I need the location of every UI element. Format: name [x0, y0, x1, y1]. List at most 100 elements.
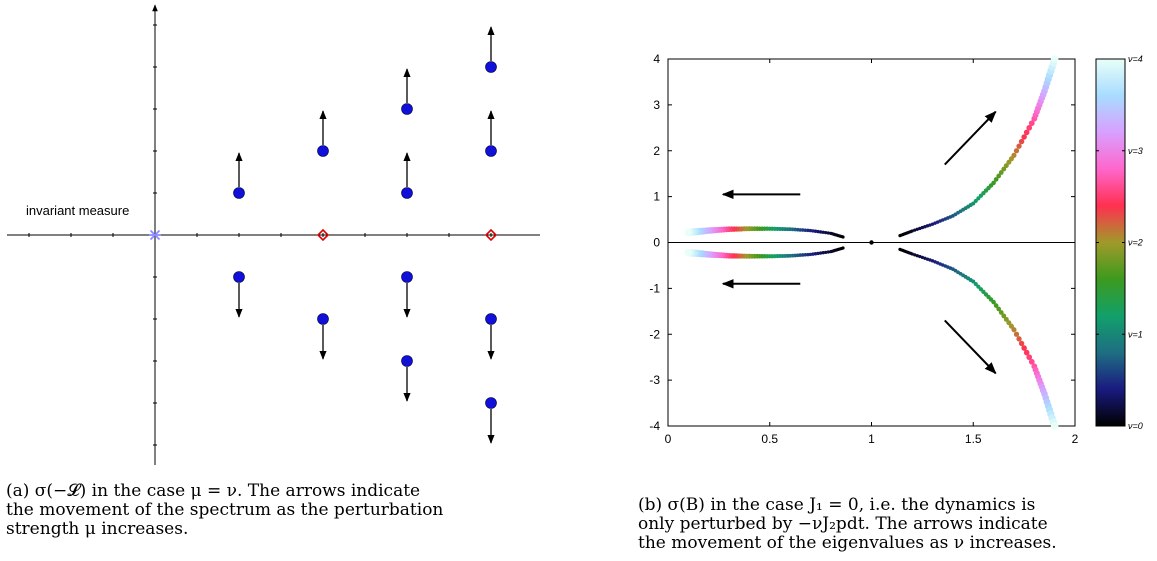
eigenvalue-dot [821, 230, 825, 234]
eigenvalue-dot [1021, 345, 1027, 351]
eigenvalue-point [485, 313, 497, 325]
eigenvalue-dot [811, 229, 815, 233]
invariant-measure-marker [149, 229, 161, 241]
movement-arrow [944, 319, 997, 375]
eigenvalue-dot [1013, 148, 1020, 154]
eigenvalue-dot [824, 250, 828, 255]
eigenvalue-dot [918, 226, 922, 231]
eigenvalue-dot [913, 253, 917, 257]
eigenvalue-dot [803, 252, 808, 257]
arrows-a [235, 26, 495, 444]
eigenvalue-dot [816, 251, 820, 256]
spectrum-plot-a: invariant measure [7, 4, 540, 465]
colorbar-tick-label: ν=0 [1128, 421, 1143, 431]
eigenvalue-dot [1050, 55, 1059, 63]
eigenvalue-dot [684, 248, 693, 257]
eigenvalue-dot [993, 177, 999, 182]
eigenvalue-dot [1013, 331, 1020, 337]
eigenvalue-dot [826, 250, 830, 254]
eigenvalue-dot [1016, 336, 1022, 342]
eigenvalue-dot [1006, 320, 1012, 326]
eigenvalue-dot [976, 284, 981, 289]
y-tick-label-b: -4 [649, 419, 660, 433]
asterisk-stroke [149, 229, 161, 241]
eigenvalue-dot [923, 256, 927, 260]
eigenvalue-branch [684, 246, 845, 259]
eigenvalue-dot [913, 228, 917, 232]
eigenvalue-dot [971, 201, 976, 206]
eigenvalue-dot [1021, 134, 1027, 140]
eigenvalue-dot [991, 180, 996, 186]
axes-a [7, 4, 540, 465]
eigenvalue-dot [991, 299, 996, 305]
caption-b: (b) σ(B) in the case J₁ = 0, i.e. the dy… [638, 495, 1057, 553]
y-tick-label-b: 3 [653, 98, 660, 112]
eigenvalue-dot [1006, 159, 1012, 165]
colorbar-tick-label: ν=2 [1128, 238, 1143, 248]
eigenvalue-point [401, 271, 413, 283]
eigenvalue-dot [806, 228, 810, 233]
real-eigenvalue-marker [316, 228, 330, 242]
eigenvalue-curves [684, 55, 1059, 430]
eigenvalue-dot [821, 251, 825, 255]
points-a [149, 61, 498, 409]
center-eigenvalue [869, 240, 874, 245]
eigenvalue-dot [1018, 138, 1025, 145]
eigenvalue-dot [915, 227, 919, 231]
eigenvalue-dot [1011, 327, 1017, 333]
eigenvalue-dot [1028, 358, 1035, 365]
eigenvalue-dot [1001, 313, 1007, 319]
eigenvalue-dot [910, 229, 914, 233]
eigenvalue-dot [920, 255, 925, 260]
y-tick-label-b: 0 [653, 236, 660, 250]
eigenvalue-point [401, 187, 413, 199]
x-tick-label-b: 1.5 [965, 432, 982, 446]
eigenvalue-point [401, 103, 413, 115]
eigenvalue-dot [826, 231, 830, 235]
eigenvalue-dot [923, 225, 927, 229]
invariant-measure-label: invariant measure [26, 203, 129, 218]
eigenvalue-point [317, 313, 329, 325]
eigenvalue-point [485, 61, 497, 73]
colorbar-tick-label: ν=4 [1128, 54, 1143, 64]
eigenvalue-dot [925, 257, 930, 261]
eigenvalue-dot [813, 252, 818, 256]
eigenvalue-dot [818, 251, 823, 255]
eigenvalue-dot [910, 252, 914, 256]
eigenvalue-dot [976, 196, 981, 201]
eigenvalue-dot [1018, 340, 1025, 347]
real-eigenvalue-marker [484, 228, 498, 242]
eigenvalue-branch [898, 247, 1059, 430]
eigenvalue-branch [898, 55, 1059, 238]
x-tick-label-b: 1 [868, 432, 875, 446]
y-tick-label-b: 1 [653, 190, 660, 204]
eigenvalue-dot [1003, 163, 1009, 169]
eigenvalue-dot [811, 252, 815, 256]
eigenvalue-plot-b: 0 0.5 1 1.5 2 -4 -3 -2 -1 0 1 2 3 4 ν=0 ν=1 ν=2 ν=3 ν=4 [649, 52, 1143, 446]
eigenvalue-dot [808, 228, 813, 233]
eigenvalue-dot [1026, 354, 1033, 361]
eigenvalue-dot [998, 170, 1004, 175]
eigenvalue-dot [824, 230, 828, 235]
eigenvalue-point [401, 355, 413, 367]
eigenvalue-dot [803, 228, 808, 233]
eigenvalue-dot [808, 252, 813, 257]
eigenvalue-dot [684, 228, 693, 237]
colorbar-gradient [1095, 58, 1126, 427]
eigenvalue-dot [1001, 166, 1007, 172]
eigenvalue-dot [1023, 349, 1030, 356]
eigenvalue-dot [1016, 143, 1022, 149]
eigenvalue-dot [829, 231, 833, 235]
eigenvalue-dot [996, 173, 1002, 179]
eigenvalue-point [485, 397, 497, 409]
eigenvalue-dot [971, 279, 976, 284]
eigenvalue-branch [684, 226, 845, 239]
eigenvalue-dot [818, 230, 823, 234]
x-tick-label-b: 0.5 [761, 432, 778, 446]
eigenvalue-point [485, 145, 497, 157]
eigenvalue-point [317, 145, 329, 157]
eigenvalue-point [233, 271, 245, 283]
eigenvalue-dot [1003, 316, 1009, 322]
caption-a: (a) σ(−𝓛) in the case μ = ν. The arrows … [6, 481, 444, 539]
eigenvalue-dot [813, 229, 818, 233]
